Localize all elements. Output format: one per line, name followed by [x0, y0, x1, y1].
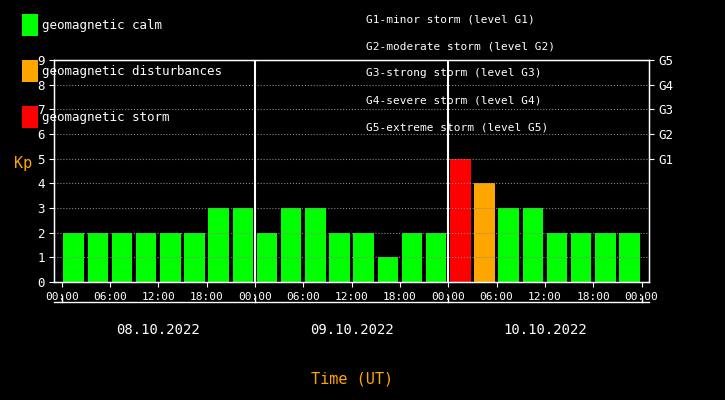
Text: G1-minor storm (level G1): G1-minor storm (level G1) — [366, 14, 535, 24]
Bar — [619, 233, 639, 282]
Bar — [305, 208, 326, 282]
Bar — [184, 233, 204, 282]
Text: G3-strong storm (level G3): G3-strong storm (level G3) — [366, 68, 542, 78]
Bar — [88, 233, 108, 282]
Bar — [233, 208, 253, 282]
Bar — [136, 233, 157, 282]
Text: geomagnetic storm: geomagnetic storm — [42, 110, 170, 124]
Bar — [426, 233, 447, 282]
Text: geomagnetic calm: geomagnetic calm — [42, 18, 162, 32]
Text: G4-severe storm (level G4): G4-severe storm (level G4) — [366, 96, 542, 106]
Bar — [329, 233, 349, 282]
Bar — [378, 257, 398, 282]
Text: geomagnetic disturbances: geomagnetic disturbances — [42, 64, 222, 78]
Bar — [450, 159, 471, 282]
Bar — [208, 208, 229, 282]
Text: 08.10.2022: 08.10.2022 — [117, 323, 200, 337]
Bar — [112, 233, 132, 282]
Text: G5-extreme storm (level G5): G5-extreme storm (level G5) — [366, 123, 548, 133]
Bar — [571, 233, 592, 282]
Bar — [160, 233, 181, 282]
Bar — [281, 208, 302, 282]
Y-axis label: Kp: Kp — [14, 156, 33, 171]
Bar — [402, 233, 422, 282]
Bar — [353, 233, 374, 282]
Bar — [257, 233, 277, 282]
Bar — [523, 208, 543, 282]
Text: 10.10.2022: 10.10.2022 — [503, 323, 587, 337]
Text: Time (UT): Time (UT) — [310, 372, 393, 387]
Bar — [64, 233, 84, 282]
Bar — [595, 233, 616, 282]
Text: G2-moderate storm (level G2): G2-moderate storm (level G2) — [366, 41, 555, 51]
Bar — [474, 183, 494, 282]
Bar — [547, 233, 567, 282]
Bar — [498, 208, 519, 282]
Text: 09.10.2022: 09.10.2022 — [310, 323, 394, 337]
